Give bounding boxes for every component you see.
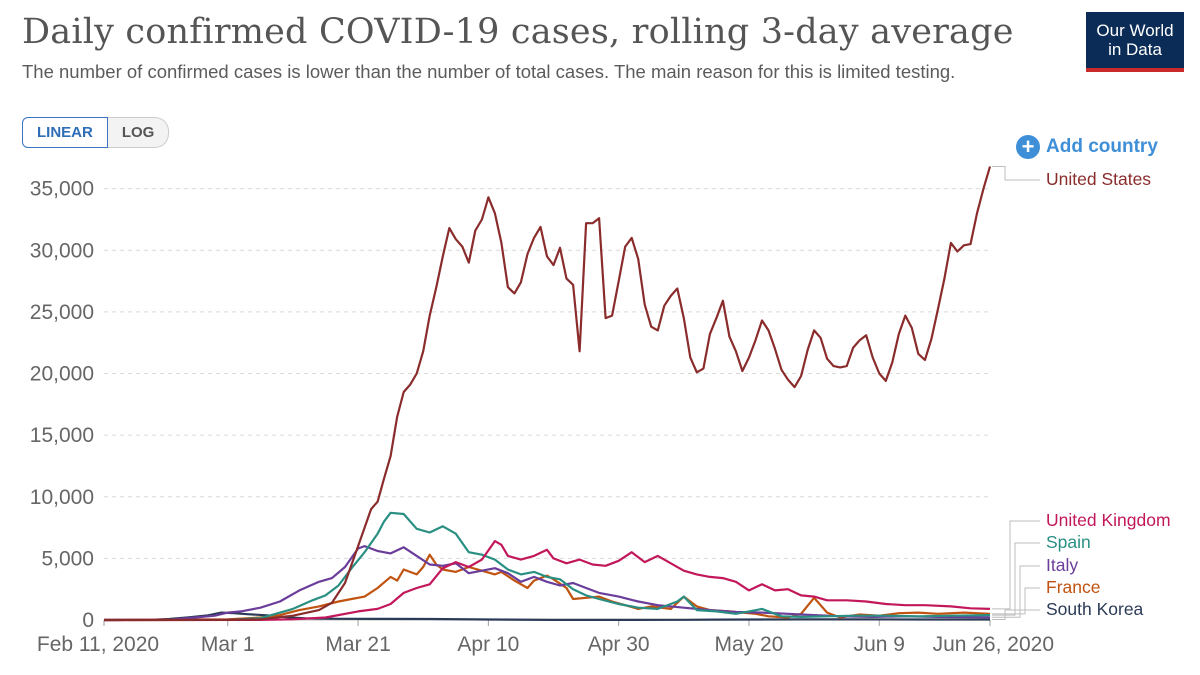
legend-connector xyxy=(992,542,1040,616)
legend-connector xyxy=(992,565,1040,618)
linear-scale-button[interactable]: LINEAR xyxy=(22,117,108,148)
x-tick-label: Feb 11, 2020 xyxy=(37,633,159,656)
series-line-italy xyxy=(103,545,991,622)
series-line-united-states xyxy=(103,166,992,622)
legend-label-south-korea[interactable]: South Korea xyxy=(1046,599,1144,619)
x-tick-label: Jun 26, 2020 xyxy=(933,633,1054,656)
add-country-button[interactable]: + Add country xyxy=(1016,135,1158,159)
y-tick-label: 35,000 xyxy=(30,178,94,201)
series-lines xyxy=(103,166,992,622)
legend-label-italy[interactable]: Italy xyxy=(1046,555,1079,575)
scale-toggle: LINEAR LOG xyxy=(22,117,170,148)
logo-line-1: Our World xyxy=(1096,21,1174,40)
logo-line-2: in Data xyxy=(1108,40,1162,59)
legend-label-united-kingdom[interactable]: United Kingdom xyxy=(1046,510,1171,530)
legend-connector xyxy=(992,609,1040,621)
x-axis-ticks: Feb 11, 2020 Mar 1 Mar 21 Apr 10 Apr 30 May 2… xyxy=(37,620,1054,656)
y-axis-ticks: 0 5,000 10,000 15,000 20,000 25,000 30,000 35,0… xyxy=(30,178,94,632)
y-tick-label: 5,000 xyxy=(41,547,94,570)
legend-connectors xyxy=(992,165,1040,621)
x-tick-label: May 20 xyxy=(715,633,784,656)
legend-label-united-states[interactable]: United States xyxy=(1046,169,1152,189)
chart-title: Daily confirmed COVID-19 cases, rolling … xyxy=(22,12,1014,52)
legend-connector xyxy=(992,165,1040,181)
legend-connector xyxy=(992,587,1040,615)
x-tick-label: Mar 21 xyxy=(325,633,390,656)
series-line-france xyxy=(103,553,991,622)
legend-connector xyxy=(992,520,1040,610)
series-line-united-kingdom xyxy=(103,540,991,622)
legend-label-france[interactable]: France xyxy=(1046,577,1101,597)
chart-subtitle: The number of confirmed cases is lower t… xyxy=(22,61,956,82)
x-tick-label: Jun 9 xyxy=(854,633,905,656)
add-country-label: Add country xyxy=(1046,136,1158,157)
y-tick-label: 0 xyxy=(82,609,94,632)
y-tick-label: 10,000 xyxy=(30,486,94,509)
y-tick-label: 20,000 xyxy=(30,363,94,386)
y-tick-label: 15,000 xyxy=(30,424,94,447)
x-tick-label: Apr 10 xyxy=(457,633,519,656)
y-tick-label: 30,000 xyxy=(30,239,94,262)
series-line-spain xyxy=(103,511,991,622)
y-tick-label: 25,000 xyxy=(30,301,94,324)
plus-icon: + xyxy=(1016,135,1040,159)
log-scale-button[interactable]: LOG xyxy=(107,117,170,148)
x-tick-label: Mar 1 xyxy=(201,633,255,656)
legend-label-spain[interactable]: Spain xyxy=(1046,532,1091,552)
x-tick-label: Apr 30 xyxy=(588,633,650,656)
our-world-in-data-logo[interactable]: Our World in Data xyxy=(1086,12,1184,72)
